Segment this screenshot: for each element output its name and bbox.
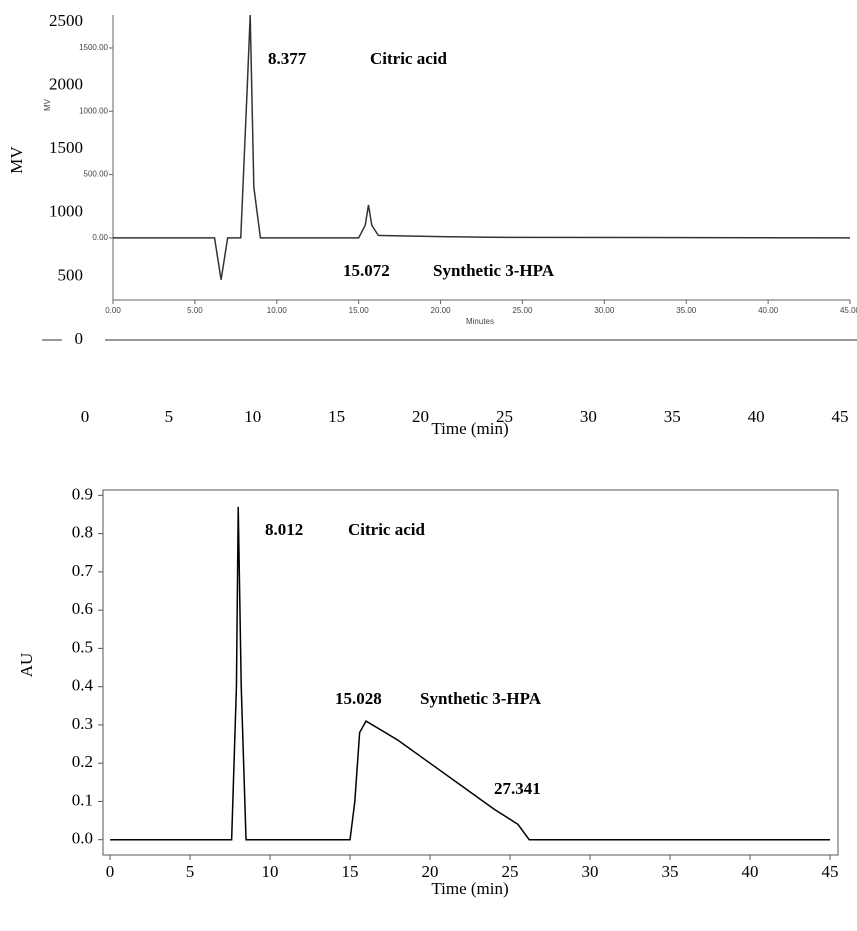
annotation: Synthetic 3-HPA xyxy=(420,689,542,708)
y-tick-label: 0.6 xyxy=(72,599,93,618)
x-tick-label: 45 xyxy=(822,862,839,881)
x-tick-label: 10 xyxy=(244,407,261,426)
inset-y-tick-label: 500.00 xyxy=(84,170,109,179)
x-tick-label: 5 xyxy=(186,862,195,881)
x-tick-label: 10 xyxy=(262,862,279,881)
y-tick-label: 2000 xyxy=(49,75,83,94)
x-tick-label: 0 xyxy=(106,862,115,881)
plot-frame xyxy=(102,489,839,856)
x-tick-label: 20 xyxy=(412,407,429,426)
y-tick-label: 0 xyxy=(75,329,84,348)
annotation: 15.028 xyxy=(335,689,382,708)
y-tick-label: 0.0 xyxy=(72,829,93,848)
annotation: 27.341 xyxy=(494,779,541,798)
y-tick-label: 0.7 xyxy=(72,561,94,580)
x-tick-label: 20 xyxy=(422,862,439,881)
inset-x-tick-label: 10.00 xyxy=(267,306,288,315)
y-tick-label: 2500 xyxy=(49,11,83,30)
inset-y-tick-label: 0.00 xyxy=(92,233,108,242)
y-label: MV xyxy=(7,146,26,174)
y-label: AU xyxy=(17,653,36,678)
inset-y-tick-label: 1000.00 xyxy=(79,106,108,115)
annotation: Citric acid xyxy=(348,520,425,539)
inset-x-tick-label: 25.00 xyxy=(512,306,533,315)
x-tick-label: 35 xyxy=(664,407,681,426)
x-tick-label: 25 xyxy=(502,862,519,881)
inset-x-tick-label: 40.00 xyxy=(758,306,779,315)
trace xyxy=(110,506,830,841)
inset-x-tick-label: 35.00 xyxy=(676,306,697,315)
inset-x-tick-label: 5.00 xyxy=(187,306,203,315)
x-tick-label: 30 xyxy=(580,407,597,426)
inset-x-tick-label: 45.00 xyxy=(840,306,857,315)
y-tick-label: 0.3 xyxy=(72,714,93,733)
y-tick-label: 0.8 xyxy=(72,523,93,542)
y-tick-label: 1500 xyxy=(49,138,83,157)
annotation: 8.012 xyxy=(265,520,303,539)
x-tick-label: 5 xyxy=(165,407,174,426)
x-tick-label: 25 xyxy=(496,407,513,426)
x-tick-label: 40 xyxy=(742,862,759,881)
inset-x-tick-label: 30.00 xyxy=(594,306,615,315)
trace xyxy=(113,14,851,280)
inset-x-tick-label: 15.00 xyxy=(349,306,370,315)
y-tick-label: 0.4 xyxy=(72,676,94,695)
inset-x-tick-label: 20.00 xyxy=(431,306,452,315)
x-tick-label: 45 xyxy=(832,407,849,426)
y-tick-label: 500 xyxy=(58,265,84,284)
x-tick-label: 30 xyxy=(582,862,599,881)
x-tick-label: 40 xyxy=(748,407,765,426)
x-tick-label: 35 xyxy=(662,862,679,881)
y-tick-label: 0.9 xyxy=(72,484,93,503)
y-tick-label: 0.1 xyxy=(72,790,93,809)
x-label: Time (min) xyxy=(431,419,508,438)
x-tick-label: 15 xyxy=(342,862,359,881)
annotation: 15.072 xyxy=(343,261,390,280)
y-tick-label: 1000 xyxy=(49,202,83,221)
inset-x-tick-label: 0.00 xyxy=(105,306,121,315)
inset-y-tick-label: 1500.00 xyxy=(79,43,108,52)
y-tick-label: 0.5 xyxy=(72,637,93,656)
y-tick-label: 0.2 xyxy=(72,752,93,771)
x-tick-label: 0 xyxy=(81,407,90,426)
inset-y-label: MV xyxy=(43,98,52,111)
annotation: 8.377 xyxy=(268,49,307,68)
x-label: Time (min) xyxy=(431,879,508,898)
inset-x-label: Minutes xyxy=(466,317,494,326)
annotation: Citric acid xyxy=(370,49,447,68)
x-tick-label: 15 xyxy=(328,407,345,426)
annotation: Synthetic 3-HPA xyxy=(433,261,555,280)
